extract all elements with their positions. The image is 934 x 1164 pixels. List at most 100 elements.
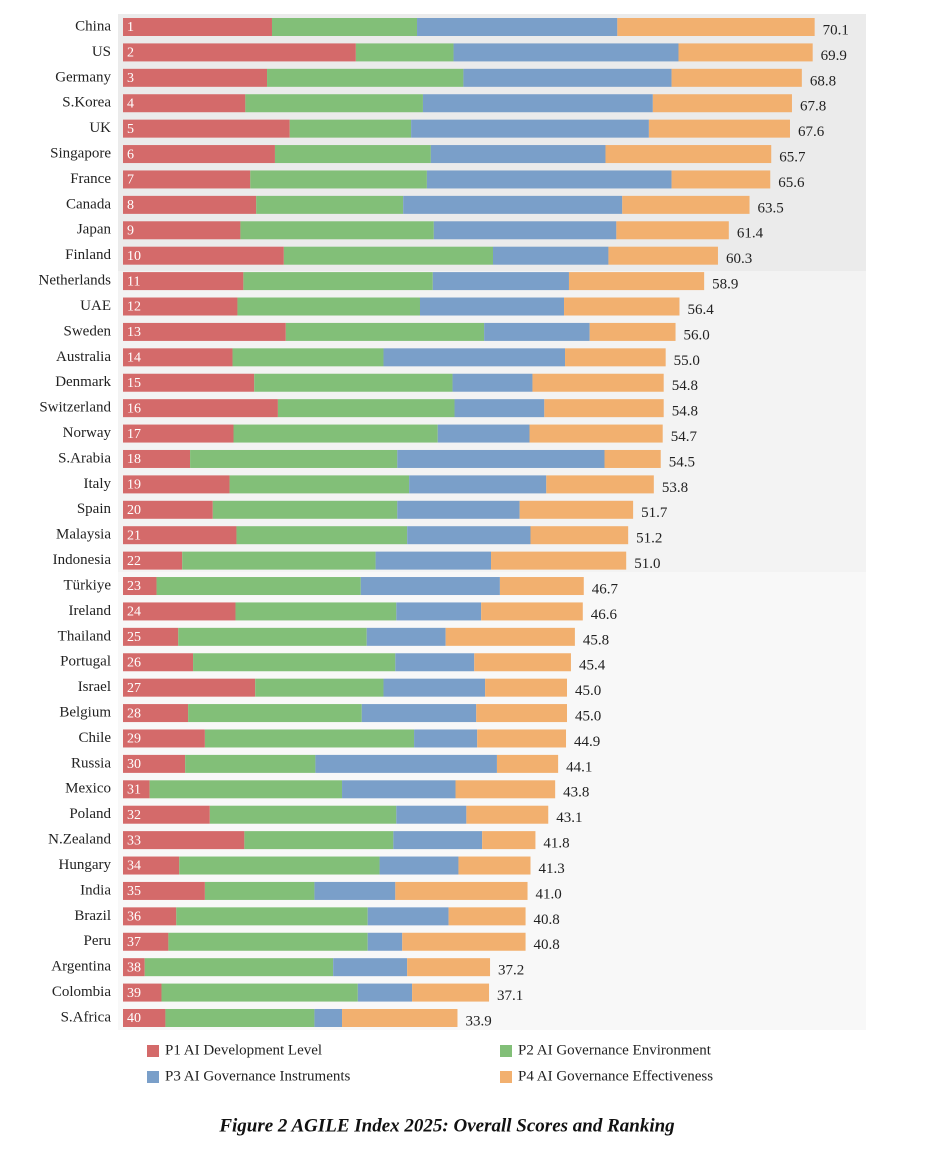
bar-segment (491, 551, 627, 570)
category-label: UK (89, 120, 111, 136)
category-label: Türkiye (64, 577, 112, 593)
total-label: 63.5 (758, 200, 784, 216)
bar-segment (123, 881, 205, 900)
bar-segment (123, 399, 278, 418)
bar-segment (209, 805, 397, 824)
bar-segment (402, 932, 526, 951)
bar-segment (474, 653, 571, 672)
bar-segment (617, 18, 815, 36)
bar-segment (204, 881, 315, 900)
rank-label: 10 (127, 249, 141, 264)
category-label: Germany (55, 69, 111, 85)
bar-segment (176, 907, 368, 926)
bar-segment (283, 246, 493, 265)
bar-segment (289, 119, 412, 138)
category-label: Singapore (50, 145, 111, 161)
bar-segment (403, 195, 623, 214)
total-label: 37.1 (497, 988, 523, 1004)
rank-label: 31 (127, 783, 141, 798)
rank-label: 35 (127, 884, 141, 899)
bar-segment (604, 449, 661, 468)
category-label: Japan (77, 222, 112, 238)
bar-segment (229, 475, 410, 494)
bar-segment (484, 322, 590, 341)
legend-label: P4 AI Governance Effectiveness (518, 1068, 713, 1084)
bar-segment (648, 119, 790, 138)
category-label: Chile (79, 730, 112, 746)
bar-segment (342, 1008, 458, 1027)
rank-label: 33 (127, 833, 141, 848)
bar-segment (454, 399, 545, 418)
total-label: 54.8 (672, 404, 698, 420)
bar-segment (123, 653, 194, 672)
bar-segment (455, 780, 556, 799)
bar-segment (357, 983, 413, 1002)
bar-segment (277, 399, 455, 418)
bar-segment (463, 68, 672, 87)
total-label: 67.6 (798, 124, 825, 140)
bar-segment (437, 424, 530, 443)
bar-segment (678, 43, 813, 62)
rank-label: 15 (127, 376, 141, 391)
legend-swatch (500, 1071, 512, 1083)
category-label: Canada (66, 196, 111, 212)
bar-segment (236, 526, 408, 545)
total-label: 60.3 (726, 251, 752, 267)
rank-label: 22 (127, 554, 141, 569)
category-label: Ireland (69, 603, 112, 619)
bar-segment (396, 805, 467, 824)
bar-segment (123, 907, 177, 926)
bar-segment (123, 348, 233, 367)
bar-segment (123, 195, 257, 214)
bar-segment (383, 678, 486, 697)
category-label: Norway (63, 425, 112, 441)
total-label: 65.6 (778, 175, 805, 191)
total-label: 51.0 (634, 556, 660, 572)
total-label: 53.8 (662, 480, 688, 496)
bar-segment (123, 145, 275, 164)
rank-label: 39 (127, 986, 141, 1001)
rank-label: 2 (127, 46, 134, 61)
bar-segment (476, 704, 567, 723)
bar-segment (622, 195, 750, 214)
bar-segment (315, 754, 497, 773)
legend-swatch (147, 1045, 159, 1057)
band-mid (118, 271, 866, 572)
rank-label: 40 (127, 1011, 141, 1026)
rank-label: 27 (127, 681, 141, 696)
total-label: 45.4 (579, 658, 606, 674)
total-label: 43.8 (563, 785, 589, 801)
total-label: 46.7 (592, 581, 619, 597)
bar-segment (448, 907, 526, 926)
bar-segment (481, 602, 583, 621)
bar-segment (314, 1008, 343, 1027)
category-label: Hungary (59, 857, 112, 873)
total-label: 65.7 (779, 149, 806, 165)
total-label: 54.8 (672, 378, 698, 394)
bar-segment (395, 881, 528, 900)
rank-label: 30 (127, 757, 141, 772)
bar-segment (393, 831, 483, 850)
bar-segment (314, 881, 396, 900)
rank-label: 11 (127, 274, 140, 289)
band-low (118, 572, 866, 1030)
rank-label: 37 (127, 935, 141, 950)
bar-segment (123, 43, 356, 62)
total-label: 67.8 (800, 99, 826, 115)
category-label: Netherlands (39, 273, 112, 289)
bar-segment (452, 373, 533, 392)
category-label: Poland (69, 806, 111, 822)
bar-segment (243, 272, 433, 291)
total-label: 45.0 (575, 709, 601, 725)
bar-segment (458, 856, 531, 875)
rank-label: 9 (127, 223, 134, 238)
bar-segment (123, 246, 284, 265)
bar-segment (123, 526, 237, 545)
bar-segment (123, 373, 255, 392)
bar-segment (530, 526, 629, 545)
bar-segment (652, 94, 792, 113)
bar-segment (123, 322, 286, 341)
total-label: 51.2 (636, 531, 662, 547)
bar-segment (123, 831, 245, 850)
